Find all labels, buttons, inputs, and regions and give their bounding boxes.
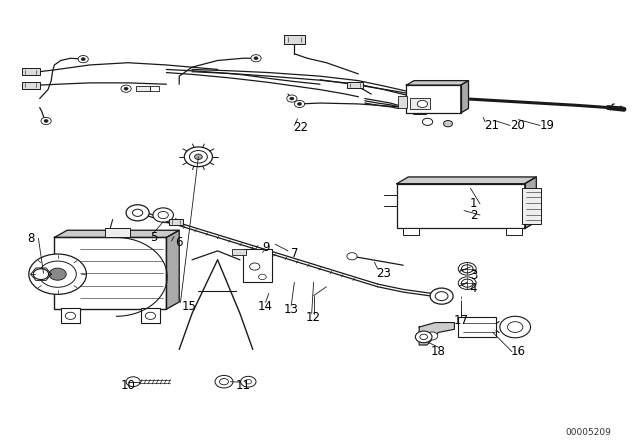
Bar [348, 82, 364, 88]
Circle shape [78, 56, 88, 63]
Circle shape [81, 58, 85, 60]
Text: 4: 4 [470, 282, 477, 296]
Circle shape [415, 331, 432, 343]
Circle shape [444, 121, 452, 127]
Bar [61, 308, 80, 323]
Bar [141, 308, 160, 323]
Bar [506, 228, 522, 235]
Circle shape [298, 103, 301, 105]
Circle shape [251, 55, 261, 62]
Text: 11: 11 [236, 379, 251, 392]
Text: 6: 6 [175, 236, 183, 250]
Circle shape [347, 253, 357, 260]
Circle shape [461, 279, 473, 287]
Bar [136, 86, 150, 91]
Bar [169, 219, 183, 225]
Circle shape [189, 151, 207, 163]
Text: 22: 22 [293, 121, 308, 134]
Bar [397, 184, 525, 228]
Text: 8: 8 [27, 232, 35, 245]
Text: 1: 1 [470, 197, 477, 211]
Text: 3: 3 [470, 269, 477, 282]
Bar [406, 85, 461, 113]
Circle shape [121, 85, 131, 92]
Circle shape [241, 376, 256, 387]
Polygon shape [525, 177, 536, 228]
Circle shape [458, 277, 476, 289]
Circle shape [195, 154, 202, 159]
Text: 17: 17 [453, 314, 468, 327]
Circle shape [33, 269, 49, 280]
Circle shape [290, 97, 294, 100]
Text: 16: 16 [511, 345, 526, 358]
Circle shape [220, 379, 228, 385]
Bar [284, 35, 305, 44]
Bar [243, 249, 272, 282]
Circle shape [41, 117, 51, 125]
Polygon shape [166, 230, 179, 309]
Bar [410, 98, 430, 109]
Circle shape [126, 205, 149, 221]
Text: 2: 2 [470, 208, 477, 222]
Polygon shape [419, 323, 454, 345]
Circle shape [435, 292, 448, 301]
Circle shape [39, 261, 76, 287]
Circle shape [458, 263, 476, 275]
Bar [398, 96, 407, 108]
Bar [22, 82, 40, 89]
Bar [22, 68, 40, 75]
Circle shape [417, 100, 428, 108]
Text: 15: 15 [181, 300, 196, 314]
Circle shape [49, 268, 67, 280]
Text: 14: 14 [258, 300, 273, 314]
Circle shape [126, 377, 140, 387]
Text: 9: 9 [262, 241, 269, 254]
Circle shape [132, 209, 143, 216]
Text: 20: 20 [509, 119, 525, 132]
Circle shape [287, 95, 297, 102]
Circle shape [153, 208, 173, 222]
Circle shape [44, 120, 48, 122]
Circle shape [259, 274, 266, 280]
Circle shape [215, 375, 233, 388]
Polygon shape [54, 230, 179, 237]
Circle shape [420, 334, 428, 340]
Text: 5: 5 [150, 231, 157, 244]
Circle shape [250, 263, 260, 270]
Circle shape [245, 379, 252, 384]
Circle shape [294, 100, 305, 108]
Text: 7: 7 [291, 246, 298, 260]
Circle shape [65, 312, 76, 319]
Bar [458, 317, 496, 337]
Text: 00005209: 00005209 [566, 428, 612, 437]
Circle shape [426, 332, 438, 340]
Circle shape [124, 87, 128, 90]
Circle shape [500, 316, 531, 338]
Circle shape [430, 288, 453, 304]
Bar [403, 228, 419, 235]
Bar [150, 86, 159, 91]
Polygon shape [406, 81, 468, 85]
Polygon shape [461, 81, 468, 113]
Bar [54, 237, 166, 309]
Circle shape [29, 254, 86, 294]
Text: 23: 23 [376, 267, 392, 280]
Bar [232, 249, 246, 255]
Circle shape [254, 57, 258, 60]
Text: 21: 21 [484, 119, 499, 132]
Circle shape [422, 118, 433, 125]
Bar [105, 228, 131, 237]
Polygon shape [397, 177, 536, 184]
Circle shape [145, 312, 156, 319]
Bar [522, 188, 541, 224]
Text: 19: 19 [540, 119, 555, 132]
Circle shape [508, 322, 523, 332]
Text: 18: 18 [431, 345, 446, 358]
Circle shape [158, 211, 168, 219]
Text: 13: 13 [284, 302, 299, 316]
Circle shape [461, 265, 473, 273]
Text: 12: 12 [306, 310, 321, 324]
Circle shape [184, 147, 212, 167]
Text: 10: 10 [120, 379, 136, 392]
